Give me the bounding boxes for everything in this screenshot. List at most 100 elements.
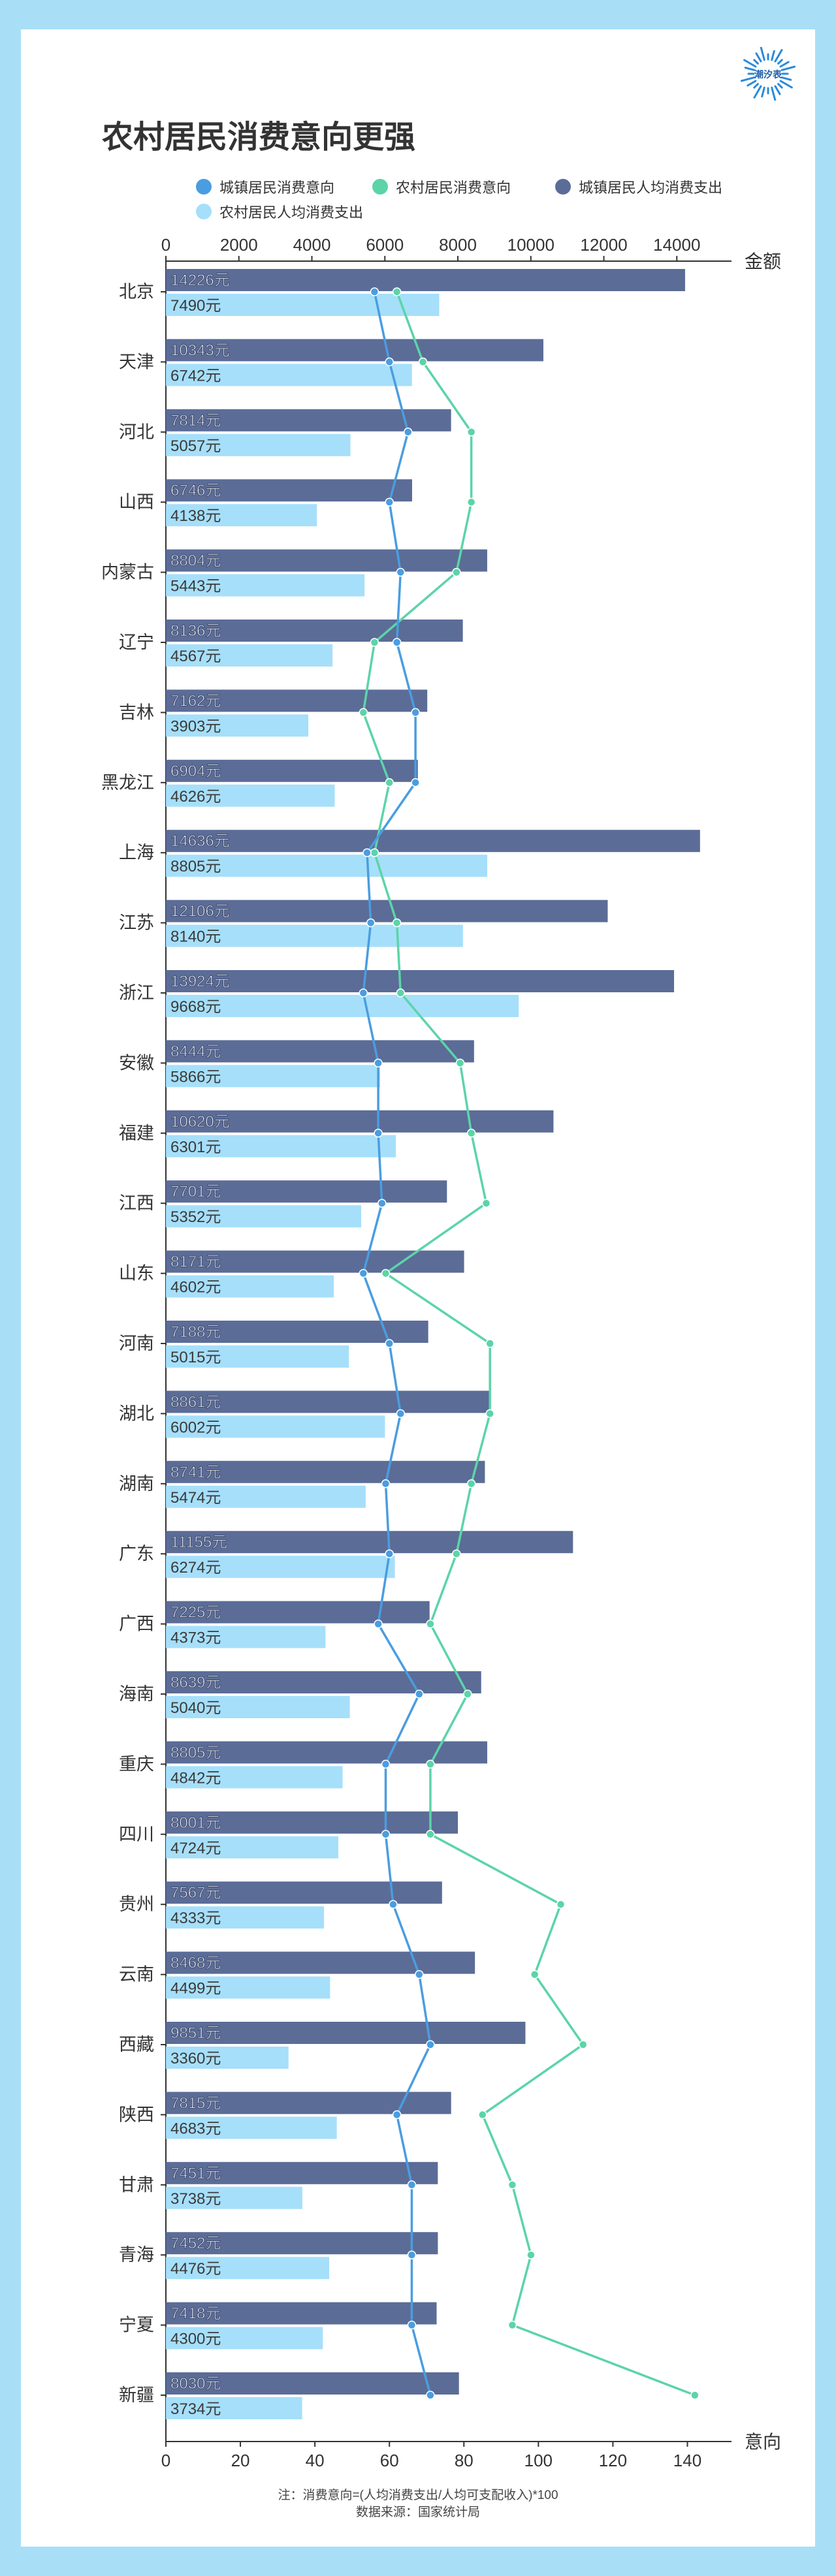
urban-spending-bar [166, 970, 675, 992]
footer-note: 注：消费意向=(人均消费支出/人均可支配收入)*100 [278, 2489, 558, 2502]
rural-spending-bar [166, 1906, 325, 1929]
rural-spending-bar [166, 1205, 362, 1228]
rural-intention-point [426, 1619, 435, 1629]
urban-spending-bar [166, 620, 463, 642]
urban-intention-point [385, 1339, 394, 1348]
urban-intention-point [415, 1689, 424, 1699]
legend-label: 城镇居民人均消费支出 [579, 180, 723, 196]
rural-spending-bar [166, 1415, 385, 1438]
rural-intention-point [690, 2391, 699, 2400]
rural-intention-point [478, 2110, 487, 2120]
category-label: 湖南 [119, 1474, 154, 1494]
rural-intention-point [466, 428, 476, 437]
rural-intention-point [579, 2040, 588, 2049]
footer-source: 数据来源：国家统计局 [355, 2505, 480, 2519]
rural-spending-bar [166, 2047, 289, 2069]
rural-intention-point [392, 287, 402, 296]
category-label: 广西 [119, 1614, 154, 1634]
rural-spending-label: 4300元 [170, 2331, 221, 2348]
legend-marker [196, 204, 212, 219]
logo-ray [777, 59, 783, 65]
category-label: 浙江 [119, 983, 154, 1003]
category-label: 甘肃 [119, 2175, 154, 2195]
urban-spending-bar [166, 689, 428, 712]
urban-spending-label: 7452元 [170, 2235, 221, 2252]
urban-intention-point [403, 428, 413, 437]
legend-item: 城镇居民人均消费支出 [555, 176, 722, 197]
urban-intention-point [392, 2110, 402, 2120]
logo-ray [755, 52, 762, 63]
legend-item: 农村居民人均消费支出 [196, 201, 363, 222]
urban-spending-bar [166, 2232, 438, 2255]
urban-spending-label: 6746元 [170, 482, 221, 499]
rural-spending-label: 6742元 [170, 367, 221, 385]
urban-spending-bar [166, 1881, 442, 1904]
rural-spending-bar [166, 714, 309, 737]
urban-spending-label: 7567元 [170, 1884, 221, 1902]
category-label: 青海 [119, 2245, 154, 2265]
urban-spending-bar [166, 900, 608, 922]
urban-spending-label: 13924元 [170, 973, 230, 990]
top-axis-tick-label: 14000 [653, 235, 700, 255]
legend-item: 城镇居民消费意向 [196, 176, 334, 197]
legend-item: 农村居民消费意向 [372, 176, 511, 197]
category-label: 新疆 [119, 2385, 154, 2405]
rural-spending-bar [166, 2186, 302, 2209]
urban-intention-point [362, 848, 372, 857]
urban-spending-label: 14226元 [170, 272, 230, 289]
urban-spending-bar [166, 549, 487, 572]
rural-spending-bar [166, 433, 351, 456]
category-label: 辽宁 [119, 633, 154, 652]
rural-spending-label: 4602元 [170, 1279, 221, 1296]
logo-ray [771, 86, 777, 102]
rural-intention-point [556, 1900, 566, 1909]
rural-spending-bar [166, 644, 333, 667]
rural-spending-label: 7490元 [170, 297, 221, 315]
top-axis-tick-label: 2000 [220, 235, 258, 255]
urban-intention-point [385, 357, 394, 367]
rural-spending-bar [166, 995, 519, 1017]
rural-intention-point [392, 918, 402, 928]
legend-label: 农村居民人均消费支出 [219, 204, 364, 221]
logo-ray [777, 83, 783, 89]
urban-spending-label: 7814元 [170, 412, 221, 430]
logo-ray [753, 59, 759, 65]
rural-spending-bar [166, 2257, 330, 2280]
urban-spending-bar [166, 1390, 490, 1413]
category-label: 吉林 [119, 702, 154, 722]
urban-spending-bar [166, 1811, 458, 1834]
rural-spending-label: 3738元 [170, 2190, 221, 2208]
bottom-axis-tick-label: 60 [380, 2451, 399, 2470]
urban-intention-point [396, 567, 406, 577]
logo-ray [743, 59, 757, 68]
rural-spending-bar [166, 1065, 380, 1088]
urban-spending-label: 8171元 [170, 1253, 221, 1271]
category-label: 天津 [119, 352, 154, 371]
logo-ray [779, 61, 790, 68]
rural-spending-bar [166, 1345, 349, 1368]
urban-spending-bar [166, 830, 700, 853]
urban-spending-bar [166, 759, 418, 782]
logo-ray [779, 80, 793, 89]
rural-spending-bar [166, 1135, 396, 1157]
rural-spending-label: 5443元 [170, 578, 221, 595]
category-label: 河北 [119, 422, 154, 442]
rural-intention-point [481, 1199, 491, 1208]
legend-marker [555, 179, 571, 195]
category-label: 四川 [119, 1825, 154, 1844]
urban-intention-point [385, 1549, 394, 1558]
urban-intention-point [378, 1199, 387, 1208]
urban-intention-point [415, 1970, 424, 1979]
urban-spending-label: 10343元 [170, 341, 230, 359]
urban-spending-label: 8468元 [170, 1955, 221, 1972]
urban-spending-label: 8444元 [170, 1043, 221, 1060]
rural-spending-bar [166, 1766, 343, 1789]
urban-intention-point [381, 1759, 391, 1769]
urban-spending-label: 6904元 [170, 762, 221, 780]
urban-spending-label: 9851元 [170, 2024, 221, 2042]
urban-spending-label: 12106元 [170, 903, 230, 920]
rural-spending-label: 6002元 [170, 1419, 221, 1436]
logo-burst-icon: 潮汐表 [740, 46, 796, 102]
urban-spending-bar [166, 2302, 437, 2325]
